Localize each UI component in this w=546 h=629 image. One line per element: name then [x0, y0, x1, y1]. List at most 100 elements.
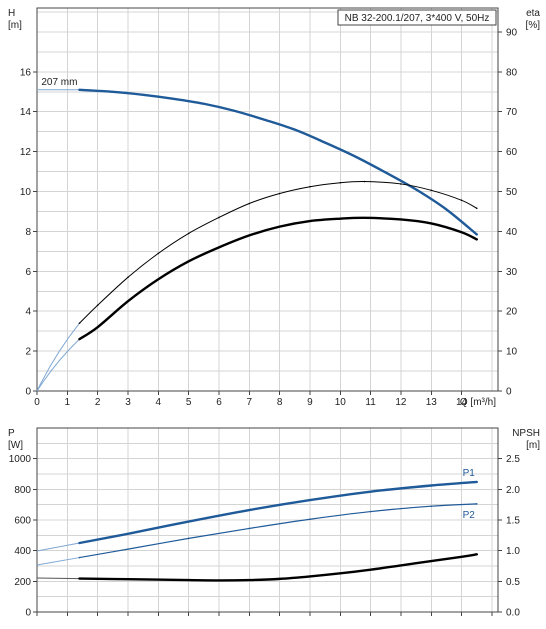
y-right-axis-title: NPSH [512, 428, 540, 439]
y-left-tick-label: 1000 [9, 454, 32, 465]
data-point [430, 189, 433, 192]
x-tick-label: 0 [34, 397, 40, 408]
head-efficiency-panel: 02468101214160102030405060708090H[m]eta[… [8, 7, 541, 408]
y-left-tick-label: 2 [25, 347, 31, 358]
data-point [127, 300, 129, 303]
y-left-tick-label: 0 [25, 608, 31, 619]
x-tick-label: 9 [307, 397, 313, 408]
data-point [354, 155, 357, 158]
x-tick-label: 6 [216, 397, 222, 408]
data-point [324, 141, 326, 144]
y-right-tick-label: 10 [506, 347, 518, 358]
data-point [460, 199, 463, 202]
data-point [430, 560, 433, 562]
y-left-axis-unit: [m] [8, 20, 22, 31]
data-point [248, 202, 251, 205]
y-right-tick-label: 0.5 [506, 577, 520, 588]
data-point [187, 579, 190, 581]
data-point [78, 338, 81, 340]
y-left-tick-label: 10 [20, 187, 32, 198]
chart-title: NB 32-200.1/207, 3*400 V, 50Hz [345, 13, 490, 24]
series-label: P1 [463, 468, 476, 479]
data-point [369, 490, 372, 493]
y-left-tick-label: 4 [25, 307, 31, 318]
y-right-tick-label: 70 [506, 107, 518, 118]
data-point [309, 518, 311, 521]
data-point [400, 218, 402, 221]
x-tick-label: 10 [335, 397, 347, 408]
data-point [475, 553, 478, 556]
data-point [78, 577, 81, 580]
chart-title-box [337, 9, 497, 26]
data-point [400, 564, 402, 567]
data-point [430, 505, 433, 508]
data-point [233, 109, 235, 112]
data-point [415, 188, 417, 191]
y-right-tick-label: 0.0 [506, 608, 520, 619]
x-tick-label: 11 [365, 397, 376, 408]
series-label: P2 [463, 510, 476, 521]
series-line [78, 181, 478, 324]
data-point [309, 575, 311, 578]
data-point [248, 234, 251, 237]
x-tick-label: 13 [426, 397, 438, 408]
data-point [187, 537, 190, 540]
y-right-tick-label: 20 [506, 307, 518, 318]
data-point [363, 180, 366, 183]
y-right-tick-label: 1.5 [506, 516, 520, 527]
data-point [475, 207, 478, 210]
data-point [475, 238, 478, 241]
data-point [157, 278, 160, 281]
data-point [400, 183, 402, 185]
data-point [127, 276, 129, 279]
data-point [78, 322, 81, 324]
data-point [339, 217, 342, 220]
data-point [96, 304, 99, 307]
y-left-tick-label: 8 [25, 227, 31, 238]
data-point [460, 556, 463, 558]
x-tick-label: 2 [95, 397, 101, 408]
y-left-tick-label: 12 [20, 147, 32, 158]
x-tick-label: 3 [125, 397, 131, 408]
series-line-p1 [78, 480, 478, 545]
series-line-p2 [78, 503, 478, 559]
y-right-tick-label: 1.0 [506, 546, 520, 557]
y-left-tick-label: 800 [14, 485, 31, 496]
data-point [369, 568, 372, 571]
data-point [278, 225, 281, 228]
y-right-tick-label: 90 [506, 27, 518, 38]
data-point [475, 481, 478, 483]
data-point [309, 220, 311, 222]
y-left-tick-label: 600 [14, 516, 31, 527]
data-point [384, 171, 387, 174]
y-right-tick-label: 40 [506, 227, 518, 238]
y-right-axis-unit: [%] [526, 20, 541, 31]
curve-extrapolation [36, 338, 80, 392]
data-point [248, 509, 251, 511]
curve-extrapolation [36, 322, 80, 392]
data-point [460, 231, 463, 234]
y-left-tick-label: 200 [14, 577, 31, 588]
data-point [263, 118, 266, 121]
data-point [157, 252, 160, 255]
curve-extrapolation [36, 577, 80, 580]
data-point [78, 88, 81, 91]
y-left-tick-label: 6 [25, 267, 31, 278]
data-point [475, 233, 478, 236]
data-point [339, 181, 342, 184]
data-point [218, 216, 220, 219]
data-point [187, 232, 190, 235]
y-right-tick-label: 50 [506, 187, 518, 198]
y-left-tick-label: 16 [20, 67, 32, 78]
data-point [293, 128, 296, 131]
x-tick-label: 1 [65, 397, 71, 408]
x-tick-label: 12 [395, 397, 407, 408]
data-point [142, 93, 144, 96]
y-left-tick-label: 0 [25, 387, 31, 398]
data-point [278, 578, 281, 580]
x-tick-label: 5 [186, 397, 192, 408]
data-point [187, 520, 190, 523]
data-point [445, 208, 448, 211]
